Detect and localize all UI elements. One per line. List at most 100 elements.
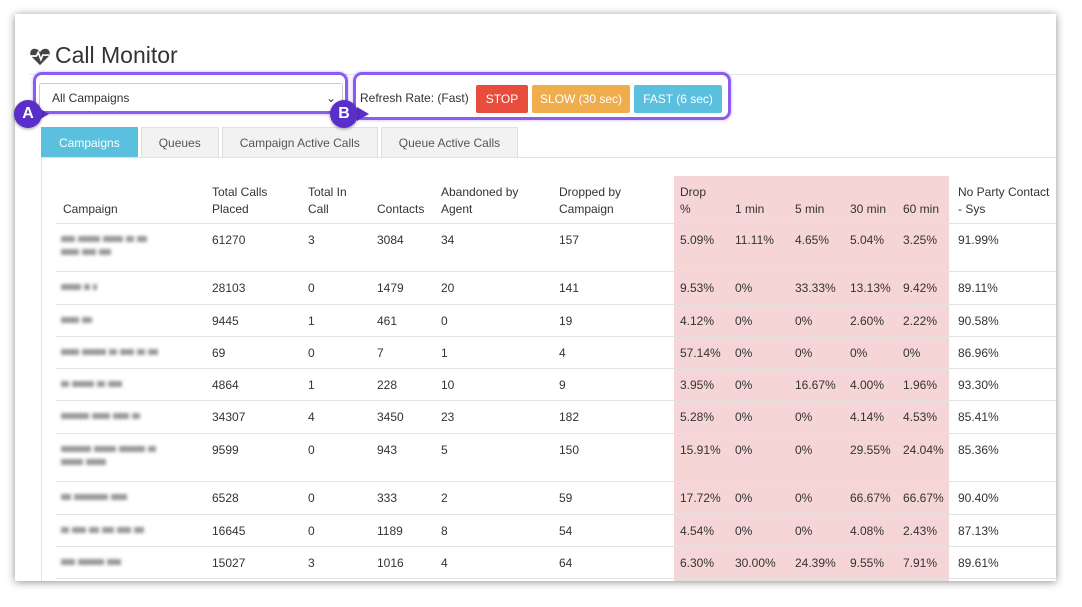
row-divider (56, 271, 1056, 272)
row-divider (56, 546, 1056, 547)
cell-drop-percent: 4.12% (680, 314, 715, 328)
column-header-line: Agent (441, 202, 473, 216)
cell-total-in-call: 1 (308, 378, 315, 392)
cell-drop-1-min: 0% (735, 410, 753, 424)
cell-drop-5-min: 0% (795, 443, 813, 457)
tab-queue-active-calls[interactable]: Queue Active Calls (380, 127, 519, 157)
cell-drop-1-min: 0% (735, 524, 753, 538)
column-header-line: Drop (680, 185, 707, 199)
cell-no-party-contact-sys: 86.96% (958, 346, 999, 360)
column-header-line: 30 min (850, 202, 887, 216)
column-header-line: Dropped by (559, 185, 622, 199)
column-header-line: Total In (308, 185, 347, 199)
cell-contacts: 1479 (377, 281, 404, 295)
campaign-select[interactable]: All Campaigns ⌄ (39, 83, 343, 113)
cell-dropped-by-campaign: 141 (559, 281, 580, 295)
tab-campaigns[interactable]: Campaigns (41, 127, 138, 157)
cell-contacts: 461 (377, 314, 398, 328)
redacted-campaign-name (61, 559, 124, 577)
cell-total-calls-placed: 4864 (212, 378, 239, 392)
cell-drop-percent: 6.30% (680, 556, 715, 570)
column-header-line: Abandoned by (441, 185, 519, 199)
column-header-line: 1 min (735, 202, 765, 216)
cell-drop-5-min: 0% (795, 314, 813, 328)
cell-total-in-call: 3 (308, 233, 315, 247)
column-header-line: Call (308, 202, 329, 216)
cell-total-in-call: 1 (308, 314, 315, 328)
cell-drop-30-min: 4.08% (850, 524, 885, 538)
callout-a-frame (33, 72, 348, 114)
callout-b-frame (353, 72, 731, 120)
row-divider (56, 336, 1056, 337)
row-divider (56, 514, 1056, 515)
cell-drop-percent: 57.14% (680, 346, 721, 360)
cell-drop-percent: 15.91% (680, 443, 721, 457)
cell-total-calls-placed: 16645 (212, 524, 246, 538)
cell-drop-30-min: 9.55% (850, 556, 885, 570)
refresh-rate-label: Refresh Rate: (Fast) (360, 91, 469, 105)
row-divider (56, 368, 1056, 369)
column-header-drop-60-min: 60 min (903, 201, 939, 218)
cell-drop-60-min: 9.42% (903, 281, 938, 295)
callout-b-pointer (357, 107, 369, 121)
cell-drop-30-min: 4.14% (850, 410, 885, 424)
cell-no-party-contact-sys: 87.13% (958, 524, 999, 538)
column-header-line: 60 min (903, 202, 940, 216)
column-header-dropped-by-campaign: Dropped by Campaign (559, 184, 621, 218)
cell-drop-percent: 5.09% (680, 233, 715, 247)
cell-total-in-call: 4 (308, 410, 315, 424)
cell-no-party-contact-sys: 91.99% (958, 233, 999, 247)
cell-drop-percent: 3.95% (680, 378, 715, 392)
cell-drop-1-min: 0% (735, 378, 753, 392)
cell-drop-30-min: 29.55% (850, 443, 891, 457)
cell-dropped-by-campaign: 19 (559, 314, 573, 328)
cell-dropped-by-campaign: 9 (559, 378, 566, 392)
tab-campaign-active-calls[interactable]: Campaign Active Calls (221, 127, 378, 157)
redacted-campaign-name (61, 527, 147, 545)
cell-abandoned-by-agent: 20 (441, 281, 455, 295)
cell-dropped-by-campaign: 182 (559, 410, 580, 424)
cell-contacts: 1189 (377, 524, 403, 538)
cell-contacts: 228 (377, 378, 398, 392)
call-monitor-window: Call Monitor All Campaigns ⌄ Refresh Rat… (15, 14, 1056, 581)
stop-button[interactable]: STOP (476, 85, 528, 113)
cell-drop-1-min: 0% (735, 314, 753, 328)
redacted-campaign-name (61, 446, 159, 464)
cell-drop-60-min: 3.25% (903, 233, 938, 247)
cell-total-calls-placed: 6528 (212, 491, 239, 505)
cell-no-party-contact-sys: 90.40% (958, 491, 999, 505)
cell-dropped-by-campaign: 64 (559, 556, 573, 570)
page-header: Call Monitor (29, 42, 178, 69)
slow-refresh-button[interactable]: SLOW (30 sec) (532, 85, 630, 113)
tab-queues[interactable]: Queues (140, 127, 219, 157)
cell-drop-60-min: 0% (903, 346, 921, 360)
cell-contacts: 943 (377, 443, 398, 457)
row-divider (56, 481, 1056, 482)
cell-total-calls-placed: 9599 (212, 443, 239, 457)
redacted-campaign-name (61, 494, 130, 512)
cell-drop-60-min: 24.04% (903, 443, 944, 457)
cell-no-party-contact-sys: 89.61% (958, 556, 999, 570)
column-header-drop-1-min: 1 min (735, 201, 764, 218)
cell-total-calls-placed: 61270 (212, 233, 246, 247)
cell-drop-60-min: 66.67% (903, 491, 944, 505)
campaign-select-value: All Campaigns (52, 91, 130, 105)
cell-drop-5-min: 16.67% (795, 378, 836, 392)
cell-dropped-by-campaign: 150 (559, 443, 580, 457)
heartbeat-icon (30, 48, 50, 65)
cell-total-in-call: 3 (308, 556, 315, 570)
fast-refresh-button[interactable]: FAST (6 sec) (634, 85, 722, 113)
cell-total-calls-placed: 9445 (212, 314, 239, 328)
redacted-campaign-name (61, 236, 150, 254)
cell-drop-5-min: 0% (795, 524, 813, 538)
cell-total-in-call: 0 (308, 491, 315, 505)
cell-drop-30-min: 2.60% (850, 314, 885, 328)
cell-drop-1-min: 30.00% (735, 556, 776, 570)
cell-total-calls-placed: 34307 (212, 410, 246, 424)
cell-total-in-call: 0 (308, 524, 315, 538)
cell-abandoned-by-agent: 23 (441, 410, 455, 424)
cell-drop-30-min: 13.13% (850, 281, 891, 295)
column-header-line: % (680, 202, 691, 216)
cell-no-party-contact-sys: 93.30% (958, 378, 999, 392)
cell-no-party-contact-sys: 89.11% (958, 281, 998, 295)
